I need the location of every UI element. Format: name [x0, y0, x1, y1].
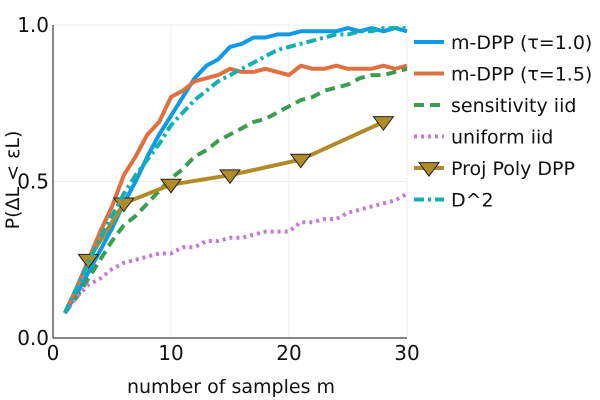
legend-item: uniform iid [414, 127, 553, 149]
x-tick-label: 10 [158, 341, 183, 365]
series-2-line [63, 66, 408, 315]
x-axis-title: number of samples m [127, 376, 335, 398]
legend-marker [418, 162, 440, 177]
y-tick-label: 0.5 [17, 170, 49, 194]
x-tick-label: 30 [394, 341, 419, 365]
legend: m-DPP (τ=1.0) m-DPP (τ=1.5) sensitivity ii… [414, 32, 592, 212]
legend-item: sensitivity iid [414, 95, 576, 117]
legend-item: D^2 [414, 190, 494, 212]
series-5-line [62, 26, 407, 314]
series-4-marker [372, 116, 395, 131]
series-4-marker [219, 169, 241, 185]
legend-label: D^2 [451, 190, 494, 212]
series-layer [62, 26, 408, 315]
x-tick-label: 0 [47, 341, 60, 365]
y-tick-label: 0.0 [17, 326, 49, 350]
y-tick-label: 1.0 [17, 13, 49, 37]
legend-item: m-DPP (τ=1.0) [414, 32, 592, 54]
x-tick-label: 20 [276, 341, 301, 365]
tick-labels: 0 10 20 30 0.0 0.5 1.0 [17, 13, 420, 365]
series-4-marker [160, 178, 182, 194]
series-3-line [63, 192, 408, 315]
axes [52, 25, 407, 339]
y-axis-title: P(ΔL < εL) [2, 131, 24, 230]
legend-label: m-DPP (τ=1.5) [451, 64, 592, 86]
legend-label: m-DPP (τ=1.0) [451, 32, 592, 54]
legend-label: Proj Poly DPP [451, 158, 575, 180]
series-1-line [62, 63, 408, 314]
legend-item: m-DPP (τ=1.5) [414, 64, 592, 86]
series-4-marker [289, 153, 312, 169]
legend-label: uniform iid [451, 127, 553, 149]
legend-item: Proj Poly DPP [414, 158, 575, 180]
legend-label: sensitivity iid [451, 95, 576, 117]
series-4-line [86, 120, 385, 261]
